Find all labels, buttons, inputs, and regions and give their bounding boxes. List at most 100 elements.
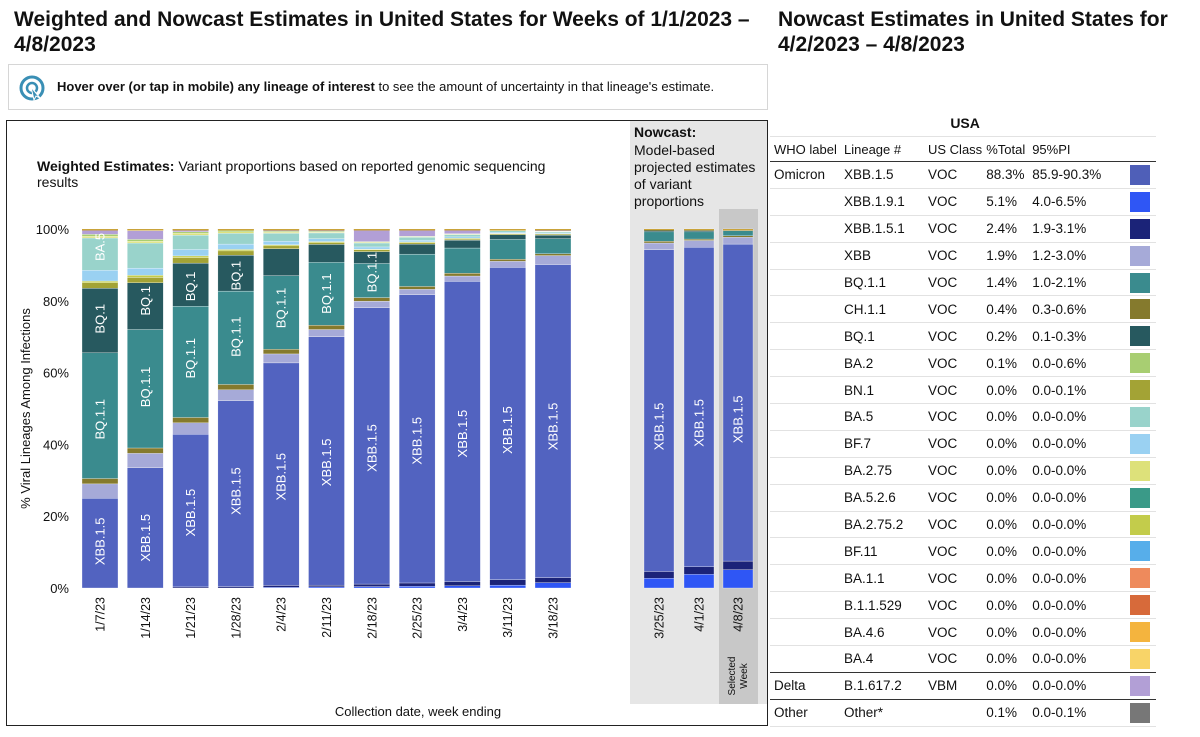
table-row[interactable]: CH.1.1 VOC 0.4% 0.3-0.6% <box>770 295 1157 324</box>
table-row[interactable]: BA.1.1 VOC 0.0% 0.0-0.0% <box>770 564 1157 593</box>
bar-segment-b-1-617-2 <box>353 228 390 242</box>
table-row[interactable]: XBB.1.5.1 VOC 2.4% 1.9-3.1% <box>770 215 1157 243</box>
cell-total: 0.0% <box>982 618 1029 647</box>
bar-segment-xbb-1-5 <box>263 362 300 586</box>
header-pi: 95%PI <box>1028 136 1125 162</box>
y-tick-label: 0% <box>50 581 69 596</box>
table-row[interactable]: BA.4.6 VOC 0.0% 0.0-0.0% <box>770 618 1157 647</box>
cell-who-label <box>770 215 840 243</box>
cell-lineage: BQ.1.1 <box>840 269 924 297</box>
table-row[interactable]: Omicron XBB.1.5 VOC 88.3% 85.9-90.3% <box>770 161 1157 189</box>
cell-us-class: VOC <box>924 591 983 620</box>
bar-segment-bn-1 <box>263 245 300 249</box>
bar-data-label: XBB.1.5 <box>546 403 561 451</box>
table-row[interactable]: BQ.1.1 VOC 1.4% 1.0-2.1% <box>770 269 1157 297</box>
table-row[interactable]: Other Other* 0.1% 0.0-0.1% <box>770 699 1157 727</box>
bar-segment-bq-1-1 <box>172 306 209 418</box>
bar-data-label: BQ.1 <box>228 261 243 291</box>
bar-segment-bq-1-1 <box>263 275 300 350</box>
cell-lineage: BA.1.1 <box>840 564 924 593</box>
lineage-color-swatch <box>1130 164 1151 185</box>
cell-total: 0.0% <box>982 457 1029 485</box>
cell-total: 88.3% <box>982 161 1029 189</box>
x-tick-label: 2/18/23 <box>365 597 379 639</box>
bar-data-label: XBB.1.5 <box>319 438 334 486</box>
bar-segment-xbb <box>263 353 300 364</box>
bar-segment-xbb-1-5 <box>172 434 209 588</box>
table-row[interactable]: BN.1 VOC 0.0% 0.0-0.1% <box>770 376 1157 405</box>
cell-who-label <box>770 376 840 405</box>
table-row[interactable]: B.1.1.529 VOC 0.0% 0.0-0.0% <box>770 591 1157 620</box>
bar-segment-bq-1 <box>172 262 209 307</box>
cell-who-label <box>770 403 840 431</box>
table-row[interactable]: BA.5 VOC 0.0% 0.0-0.0% <box>770 403 1157 431</box>
lineage-color-swatch <box>1130 675 1151 696</box>
cell-lineage: XBB <box>840 242 924 270</box>
region-label: USA <box>770 110 1157 137</box>
cell-lineage: XBB.1.5 <box>840 161 924 189</box>
cell-us-class: VOC <box>924 322 983 351</box>
cell-pi: 0.0-0.1% <box>1028 376 1125 405</box>
cell-pi: 85.9-90.3% <box>1028 161 1125 189</box>
bar-segment-xbb-1-5-1 <box>353 583 390 587</box>
cell-lineage: BQ.1 <box>840 322 924 351</box>
bar-segment-ba-5 <box>127 242 164 269</box>
bar-segment-xbb <box>308 329 345 337</box>
cell-pi: 4.0-6.5% <box>1028 188 1125 216</box>
bar-segment-bq-1 <box>127 282 164 330</box>
bar-segment-ch-1-1 <box>353 297 390 302</box>
cell-lineage: BA.5 <box>840 403 924 431</box>
bar-segment-ba-2-75-2 <box>172 255 209 258</box>
table-row[interactable]: Delta B.1.617.2 VBM 0.0% 0.0-0.0% <box>770 672 1157 700</box>
y-tick-label: 80% <box>43 294 69 309</box>
table-row[interactable]: BF.11 VOC 0.0% 0.0-0.0% <box>770 537 1157 566</box>
variant-proportions-chart: Weighted Estimates: Variant proportions … <box>18 121 767 719</box>
cell-total: 0.0% <box>982 430 1029 458</box>
cell-pi: 0.0-0.0% <box>1028 457 1125 485</box>
table-row[interactable]: BA.2.75 VOC 0.0% 0.0-0.0% <box>770 457 1157 485</box>
bar-top-cap <box>82 229 118 231</box>
bar-segment-bq-1-1 <box>643 231 675 242</box>
bar-segment-ch-1-1 <box>722 235 754 238</box>
x-tick-label: 3/11/23 <box>501 597 515 638</box>
table-row[interactable]: XBB.1.9.1 VOC 5.1% 4.0-6.5% <box>770 188 1157 216</box>
cell-lineage: Other* <box>840 699 924 727</box>
header-who-label: WHO label <box>770 136 840 162</box>
bar-segment-bq-1-1 <box>353 263 390 298</box>
nowcast-title: Nowcast Estimates in United States for 4… <box>778 8 1168 56</box>
table-row[interactable]: XBB VOC 1.9% 1.2-3.0% <box>770 242 1157 270</box>
lineage-color-swatch <box>1130 191 1151 212</box>
lineage-color-swatch <box>1130 272 1151 293</box>
bar-segment-xbb-1-5 <box>353 307 390 585</box>
table-row[interactable]: BA.2.75.2 VOC 0.0% 0.0-0.0% <box>770 511 1157 539</box>
lineage-color-swatch <box>1130 433 1151 454</box>
bar-segment-xbb <box>172 422 209 435</box>
lineage-color-swatch <box>1130 595 1151 616</box>
table-row[interactable]: BA.4 VOC 0.0% 0.0-0.0% <box>770 645 1157 673</box>
cell-lineage: BA.2 <box>840 349 924 378</box>
bar-segment-ch-1-1 <box>683 238 715 241</box>
bar-segment-xbb-1-5-1 <box>722 560 754 570</box>
bar-data-label: BQ.1.1 <box>228 316 243 356</box>
table-row[interactable]: BQ.1 VOC 0.2% 0.1-0.3% <box>770 322 1157 351</box>
bar-top-cap <box>535 229 571 231</box>
cell-lineage: BN.1 <box>840 376 924 405</box>
table-row[interactable]: BA.5.2.6 VOC 0.0% 0.0-0.0% <box>770 484 1157 512</box>
bar-segment-bn-1 <box>217 250 255 256</box>
bar-segment-ch-1-1 <box>489 259 526 262</box>
table-row[interactable]: BF.7 VOC 0.0% 0.0-0.0% <box>770 430 1157 458</box>
cell-us-class: VOC <box>924 215 983 243</box>
bar-segment-xbb <box>643 242 675 250</box>
bar-segment-bn-1 <box>81 282 119 289</box>
bar-top-cap <box>263 229 300 231</box>
cell-us-class <box>924 699 983 727</box>
bar-segment-ch-1-1 <box>444 273 481 277</box>
bar-data-label: XBB.1.5 <box>455 410 470 458</box>
bar-segment-ba-2-75 <box>217 231 255 234</box>
bar-segment-xbb-1-9-1 <box>489 584 526 589</box>
bar-segment-ba-5 <box>308 232 345 239</box>
hover-instructions: Hover over (or tap in mobile) any lineag… <box>8 64 768 110</box>
table-row[interactable]: BA.2 VOC 0.1% 0.0-0.6% <box>770 349 1157 378</box>
x-axis-label: Collection date, week ending <box>335 704 501 719</box>
bar-segment-ba-2-75 <box>172 233 209 236</box>
